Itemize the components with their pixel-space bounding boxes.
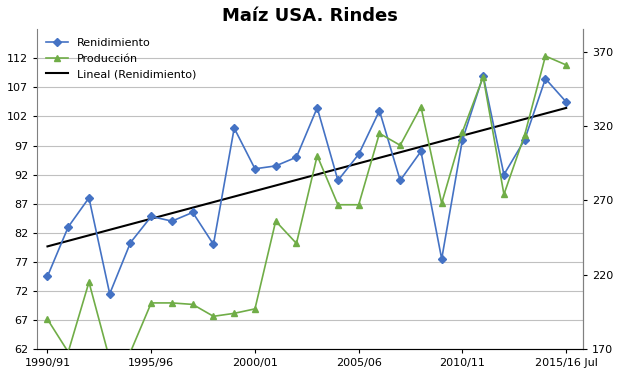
Title: Maíz USA. Rindes: Maíz USA. Rindes — [222, 7, 398, 25]
Legend: Renidimiento, Producción, Lineal (Renidimiento): Renidimiento, Producción, Lineal (Renidi… — [43, 35, 200, 82]
